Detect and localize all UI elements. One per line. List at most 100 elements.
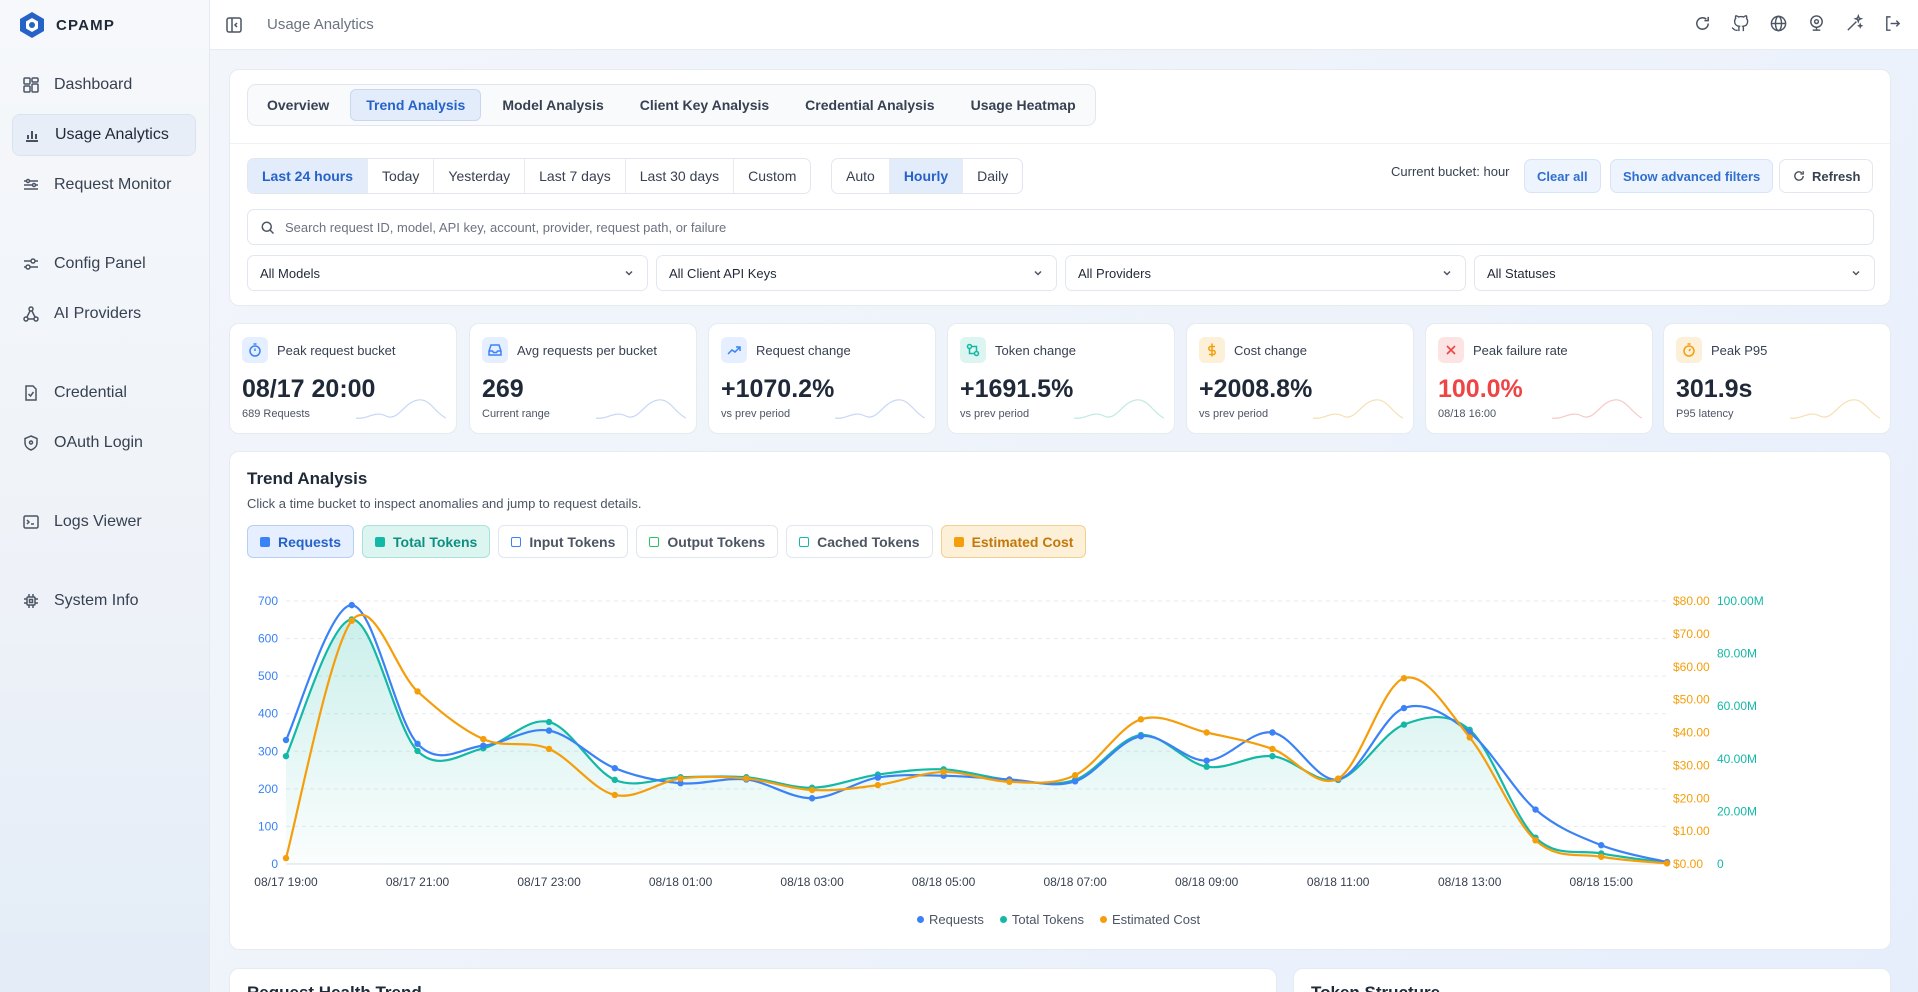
legend-label: Total Tokens <box>1011 912 1084 927</box>
sidebar-item-label: Config Panel <box>54 255 146 272</box>
toggle-requests[interactable]: Requests <box>247 525 355 558</box>
toggle-output-tokens[interactable]: Output Tokens <box>636 525 779 558</box>
range-custom[interactable]: Custom <box>748 168 797 184</box>
network-icon <box>23 306 39 322</box>
settings-sliders-icon <box>24 258 38 270</box>
range-last-7-days[interactable]: Last 7 days <box>525 159 626 193</box>
kpi-label: Peak P95 <box>1711 343 1768 358</box>
logout-icon[interactable] <box>1883 14 1902 33</box>
clear-all-button[interactable]: Clear all <box>1524 159 1601 193</box>
data-point-total-tokens <box>414 747 421 755</box>
search-input[interactable] <box>285 219 1845 235</box>
sidebar-item-usage-analytics[interactable]: Usage Analytics <box>12 114 196 156</box>
sidebar-item-oauth-login[interactable]: OAuth Login <box>12 422 196 464</box>
tab-trend-analysis[interactable]: Trend Analysis <box>350 89 482 121</box>
token-structure-title: Token Structure <box>1311 983 1440 992</box>
y-tick-cost: $80.00 <box>1673 594 1710 608</box>
sidebar-item-ai-providers[interactable]: AI Providers <box>12 293 196 335</box>
x-tick-label: 08/18 11:00 <box>1307 875 1370 889</box>
range-yesterday[interactable]: Yesterday <box>434 159 526 193</box>
y-tick-left: 0 <box>271 857 278 871</box>
series-color-swatch <box>375 536 386 547</box>
tab-usage-heatmap[interactable]: Usage Heatmap <box>970 97 1076 113</box>
kpi-card-token-change: Token change +1691.5% vs prev period <box>947 323 1175 434</box>
tab-credential-analysis[interactable]: Credential Analysis <box>805 97 935 113</box>
sparkle-icon[interactable] <box>1845 14 1864 33</box>
sparkline <box>1790 399 1880 419</box>
series-color-swatch <box>260 536 270 547</box>
toggle-input-tokens[interactable]: Input Tokens <box>498 525 629 558</box>
y-tick-left: 400 <box>258 707 278 721</box>
top-bar: Usage Analytics <box>210 0 1918 50</box>
tab-overview[interactable]: Overview <box>267 97 330 113</box>
status-select[interactable]: All Statuses <box>1474 255 1875 291</box>
series-color-swatch <box>649 536 660 547</box>
legend-item-total-tokens[interactable]: Total Tokens <box>999 912 1084 927</box>
data-point-requests <box>1598 842 1605 849</box>
data-point-total-tokens <box>611 776 619 784</box>
sidebar-item-config-panel[interactable]: Config Panel <box>12 243 196 285</box>
shield-icon <box>24 435 38 451</box>
granularity-hourly[interactable]: Hourly <box>889 159 964 193</box>
x-icon <box>1438 337 1464 363</box>
refresh-icon <box>1794 171 1804 181</box>
client-key-select-value: All Client API Keys <box>669 265 777 281</box>
range-last-24-hours[interactable]: Last 24 hours <box>248 159 369 193</box>
y-tick-tokens: 60.00M <box>1717 699 1757 713</box>
granularity-auto[interactable]: Auto <box>832 159 890 193</box>
granularity-selector: Auto Hourly Daily <box>831 158 1024 194</box>
data-point-estimated-cost <box>1598 853 1605 860</box>
kpi-sub: Current range <box>482 408 550 420</box>
y-tick-left: 300 <box>258 744 278 758</box>
brand[interactable]: CPAMP <box>18 10 115 40</box>
tab-model-analysis[interactable]: Model Analysis <box>502 97 604 113</box>
data-point-requests <box>808 795 816 802</box>
trend-panel: Trend Analysis Click a time bucket to in… <box>229 451 1891 950</box>
data-point-estimated-cost <box>1203 729 1210 736</box>
refresh-button[interactable]: Refresh <box>1779 159 1874 193</box>
sidebar-item-request-monitor[interactable]: Request Monitor <box>12 164 196 206</box>
monitor-icon[interactable] <box>1807 14 1826 33</box>
toggle-label: Estimated Cost <box>971 533 1074 550</box>
kpi-card-peak-request: Peak request bucket 08/17 20:00 689 Requ… <box>229 323 457 434</box>
series-color-swatch <box>799 536 810 547</box>
github-icon[interactable] <box>1731 14 1750 33</box>
bar-chart-icon <box>26 131 38 142</box>
y-tick-left: 500 <box>258 669 278 683</box>
sidebar-toggle-icon[interactable] <box>224 15 244 35</box>
dollar-icon <box>1199 337 1225 363</box>
data-point-requests <box>282 736 290 744</box>
request-health-panel: Request Health Trend <box>229 968 1277 992</box>
data-point-requests <box>1400 704 1408 712</box>
x-tick-label: 08/17 19:00 <box>254 875 318 889</box>
range-today[interactable]: Today <box>368 159 435 193</box>
refresh-icon[interactable] <box>1693 14 1712 33</box>
advanced-filters-button[interactable]: Show advanced filters <box>1610 159 1774 193</box>
sidebar-item-system-info[interactable]: System Info <box>12 580 196 622</box>
client-key-select[interactable]: All Client API Keys <box>656 255 1057 291</box>
legend-item-estimated-cost[interactable]: Estimated Cost <box>1099 912 1200 927</box>
cpu-icon <box>24 594 38 608</box>
sidebar-item-credential[interactable]: Credential <box>12 372 196 414</box>
globe-icon[interactable] <box>1769 14 1788 33</box>
data-point-requests <box>480 742 487 749</box>
data-point-estimated-cost <box>1006 778 1013 786</box>
granularity-daily[interactable]: Daily <box>977 168 1009 184</box>
toggle-estimated-cost[interactable]: Estimated Cost <box>940 525 1087 558</box>
model-select[interactable]: All Models <box>247 255 648 291</box>
data-point-requests <box>1203 757 1210 764</box>
legend-item-requests[interactable]: Requests <box>917 912 984 927</box>
toggle-label: Total Tokens <box>393 533 478 550</box>
sidebar-item-logs-viewer[interactable]: Logs Viewer <box>12 501 196 543</box>
filter-panel: Overview Trend Analysis Model Analysis C… <box>229 69 1891 306</box>
sparkline <box>1313 399 1403 419</box>
sidebar-item-label: Request Monitor <box>54 176 172 193</box>
trend-chart[interactable]: 0 100 200 300 400 500 600 700 $0.00 $10.00 $20.00 $… <box>229 580 1891 900</box>
range-last-30-days[interactable]: Last 30 days <box>626 159 735 193</box>
toggle-cached-tokens[interactable]: Cached Tokens <box>786 525 933 558</box>
tab-client-key-analysis[interactable]: Client Key Analysis <box>639 97 770 113</box>
toggle-total-tokens[interactable]: Total Tokens <box>362 525 491 558</box>
provider-select[interactable]: All Providers <box>1065 255 1466 291</box>
inbox-icon <box>482 337 508 363</box>
sidebar-item-dashboard[interactable]: Dashboard <box>12 64 196 106</box>
